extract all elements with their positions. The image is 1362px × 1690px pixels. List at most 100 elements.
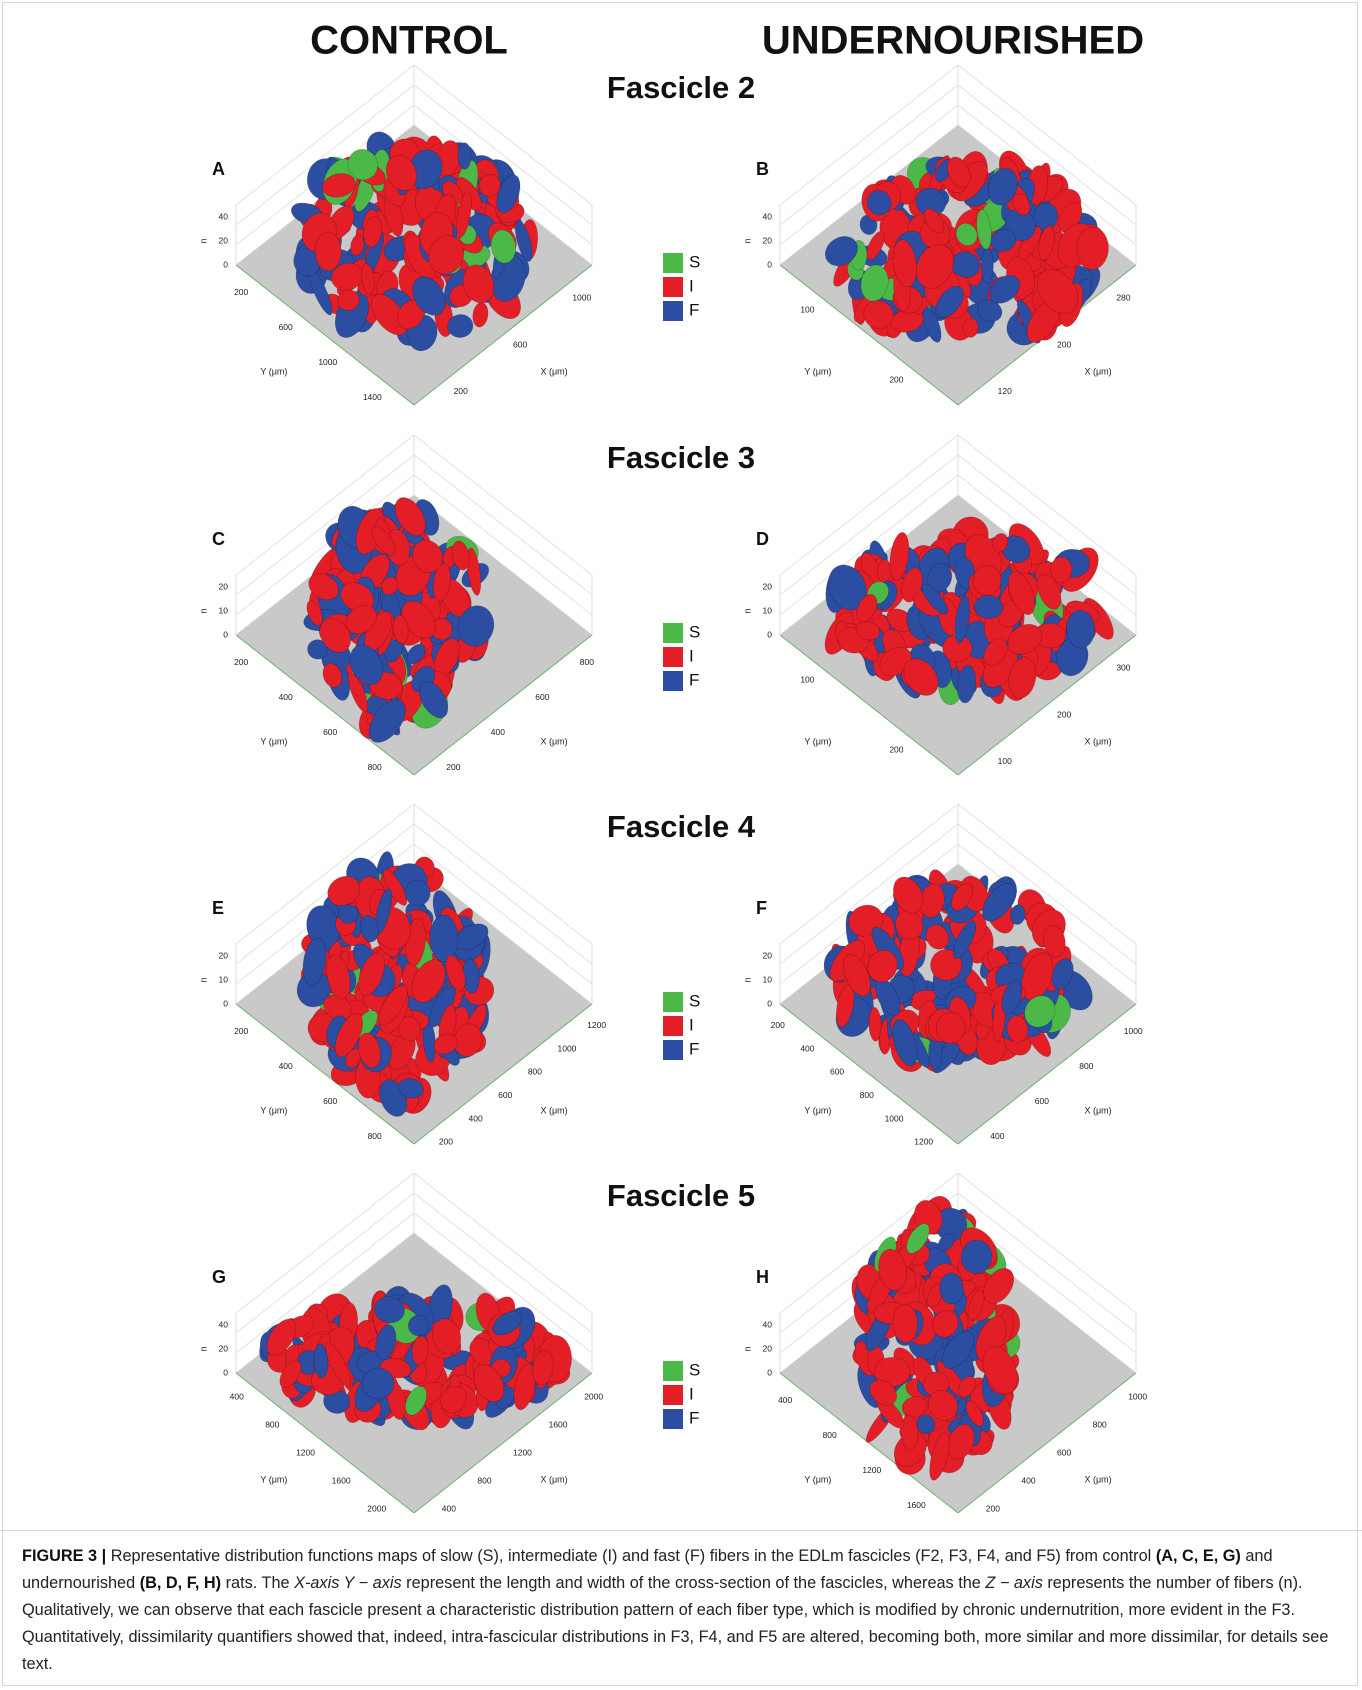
x-tick-label: 400 <box>442 1503 456 1513</box>
panel-letter: F <box>756 898 767 918</box>
caption-text: X-axis Y − axis <box>294 1574 402 1592</box>
y-axis-label: Y (μm) <box>260 366 287 376</box>
legend-swatch <box>663 1409 683 1429</box>
caption: FIGURE 3 | Representative distribution f… <box>0 1530 1362 1678</box>
x-axis-label: X (μm) <box>541 1105 568 1115</box>
z-axis-label: n <box>198 1346 208 1351</box>
z-tick-label: 0 <box>223 629 228 639</box>
y-tick-label: 200 <box>771 1020 785 1030</box>
x-tick-label: 1200 <box>513 1447 532 1457</box>
x-tick-label: 1000 <box>558 1043 577 1053</box>
caption-text: represent the length and width of the cr… <box>402 1574 986 1592</box>
x-axis-label: X (μm) <box>541 1474 568 1484</box>
x-axis-label: X (μm) <box>1085 1474 1112 1484</box>
y-tick-label: 400 <box>800 1043 814 1053</box>
z-tick-label: 20 <box>763 950 773 960</box>
y-tick-label: 1200 <box>296 1447 315 1457</box>
y-tick-label: 200 <box>234 657 248 667</box>
legend-label: I <box>689 1384 694 1403</box>
y-tick-label: 1200 <box>914 1137 933 1147</box>
row-title: Fascicle 4 <box>607 809 756 844</box>
panel-letter: D <box>756 529 769 549</box>
y-tick-label: 600 <box>830 1067 844 1077</box>
x-axis-label: X (μm) <box>541 736 568 746</box>
z-tick-label: 20 <box>763 235 773 245</box>
x-tick-label: 1200 <box>587 1020 606 1030</box>
legend-label: F <box>689 300 699 319</box>
y-tick-label: 800 <box>265 1419 279 1429</box>
y-tick-label: 100 <box>800 674 814 684</box>
z-tick-label: 0 <box>767 259 772 269</box>
y-tick-label: 600 <box>323 1096 337 1106</box>
y-tick-label: 600 <box>279 322 293 332</box>
y-tick-label: 200 <box>234 1026 248 1036</box>
z-axis-label: n <box>742 1346 752 1351</box>
y-tick-label: 800 <box>860 1090 874 1100</box>
legend-label: F <box>689 670 699 689</box>
panel-letter: A <box>212 159 225 179</box>
panel-letter: B <box>756 159 769 179</box>
y-tick-label: 2000 <box>367 1503 386 1513</box>
legend-label: I <box>689 1015 694 1034</box>
z-tick-label: 0 <box>767 998 772 1008</box>
panel-letter: C <box>212 529 225 549</box>
column-header: CONTROL <box>310 19 508 63</box>
x-tick-label: 800 <box>1079 1061 1093 1071</box>
z-axis-label: n <box>198 238 208 243</box>
x-tick-label: 600 <box>498 1090 512 1100</box>
x-tick-label: 400 <box>1021 1475 1035 1485</box>
z-tick-label: 40 <box>219 211 229 221</box>
y-tick-label: 1600 <box>332 1475 351 1485</box>
row-title: Fascicle 3 <box>607 440 755 475</box>
y-tick-label: 400 <box>230 1391 244 1401</box>
caption-text: Representative distribution functions ma… <box>106 1547 1156 1565</box>
panel: F20100n20040060080010001200Y (μm)1000800… <box>742 804 1143 1147</box>
x-tick-label: 400 <box>491 727 505 737</box>
x-tick-label: 200 <box>1057 339 1071 349</box>
legend-label: S <box>689 622 700 641</box>
y-tick-label: 400 <box>279 692 293 702</box>
y-axis-label: Y (μm) <box>260 736 287 746</box>
x-tick-label: 1600 <box>549 1419 568 1429</box>
caption-label: FIGURE 3 | <box>22 1547 106 1565</box>
panel: E20100n200400600800Y (μm)120010008006004… <box>198 804 606 1147</box>
page: {"header": {"columns": ["CONTROL", "UNDE… <box>0 0 1362 1690</box>
legend-swatch <box>663 1361 683 1381</box>
column-header: UNDERNOURISHED <box>762 19 1144 63</box>
caption-text: (A, C, E, G) <box>1156 1547 1241 1565</box>
panel: D20100n100200Y (μm)300200100X (μm) <box>742 435 1136 775</box>
z-tick-label: 0 <box>767 629 772 639</box>
y-tick-label: 200 <box>234 287 248 297</box>
x-tick-label: 800 <box>1093 1419 1107 1429</box>
x-tick-label: 2000 <box>584 1391 603 1401</box>
z-tick-label: 40 <box>763 1319 773 1329</box>
x-tick-label: 200 <box>986 1503 1000 1513</box>
legend-label: I <box>689 646 694 665</box>
z-tick-label: 0 <box>223 998 228 1008</box>
z-axis-label: n <box>198 977 208 982</box>
panel-letter: H <box>756 1267 769 1287</box>
y-axis-label: Y (μm) <box>804 1474 831 1484</box>
x-axis-label: X (μm) <box>1085 366 1112 376</box>
y-axis-label: Y (μm) <box>804 1105 831 1115</box>
z-axis-label: n <box>742 977 752 982</box>
z-tick-label: 40 <box>219 1319 229 1329</box>
y-tick-label: 800 <box>368 1131 382 1141</box>
x-tick-label: 300 <box>1116 663 1130 673</box>
x-tick-label: 800 <box>528 1067 542 1077</box>
fiber-blob <box>1051 557 1072 582</box>
figure: CONTROL UNDERNOURISHED Fascicle 2A40200n… <box>0 0 1362 1525</box>
y-tick-label: 400 <box>778 1395 792 1405</box>
x-tick-label: 100 <box>998 756 1012 766</box>
x-tick-label: 200 <box>439 1137 453 1147</box>
y-tick-label: 100 <box>800 304 814 314</box>
x-tick-label: 800 <box>580 657 594 667</box>
legend-swatch <box>663 277 683 297</box>
y-tick-label: 1200 <box>862 1465 881 1475</box>
z-axis-label: n <box>742 238 752 243</box>
caption-text: Z − axis <box>985 1574 1042 1592</box>
x-tick-label: 200 <box>454 386 468 396</box>
y-tick-label: 1400 <box>363 392 382 402</box>
legend-swatch <box>663 1040 683 1060</box>
